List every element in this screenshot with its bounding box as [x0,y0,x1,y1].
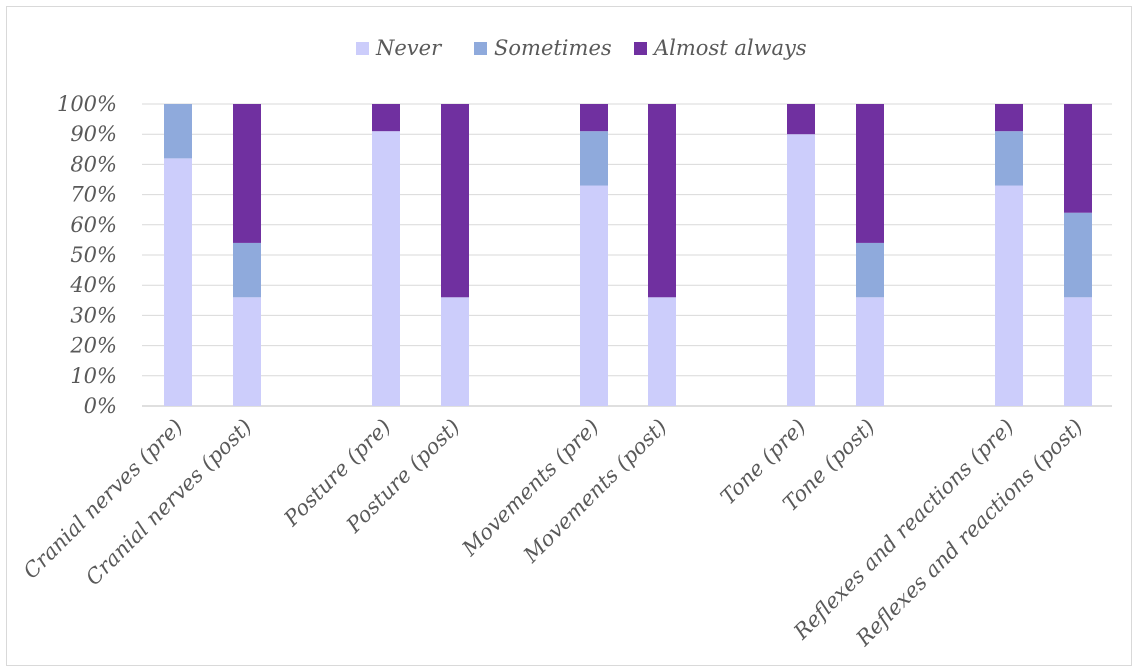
bar-segment-never [441,297,469,406]
bar-segment-almost-always [995,104,1023,132]
y-axis-tick-labels: 0% 10% 20% 30% 40% 50% 60% 70% 80% 90% 100% [57,92,117,418]
bar-segment-never [372,131,400,406]
bar-segment-never [856,297,884,406]
bar-segment-never [648,297,676,406]
bar-segment-sometimes [995,131,1023,186]
bar-segment-almost-always [1064,104,1092,213]
bar-segment-never [995,185,1023,406]
bar-segment-sometimes [233,242,261,298]
y-tick-label: 70% [70,183,117,207]
legend-label: Never [375,36,443,60]
bar-segment-almost-always [441,104,469,298]
legend-swatch [634,42,647,55]
gridlines [142,103,1112,407]
y-tick-label: 90% [70,122,117,146]
legend: Never Sometimes Almost always [356,36,807,60]
bars [164,104,1092,406]
bar-segment-sometimes [164,104,192,159]
bar-segment-almost-always [856,104,884,243]
x-axis-tick-labels: Cranial nerves (pre)Cranial nerves (post… [19,415,1088,652]
bar-segment-almost-always [233,104,261,243]
legend-label: Sometimes [494,36,612,60]
bar-segment-never [1064,297,1092,406]
bar-segment-never [787,134,815,406]
bar-segment-almost-always [648,104,676,298]
bar-segment-sometimes [1064,212,1092,298]
bar-segment-never [580,185,608,406]
y-tick-label: 0% [84,394,117,418]
bar-segment-sometimes [856,242,884,298]
legend-label: Almost always [652,36,807,60]
y-tick-label: 20% [69,334,117,358]
bar-segment-almost-always [787,104,815,135]
bar-segment-almost-always [580,104,608,132]
legend-swatch [356,42,369,55]
y-tick-label: 10% [70,364,117,388]
chart-frame [6,6,1132,666]
bar-segment-never [164,158,192,406]
y-tick-label: 60% [70,213,117,237]
y-tick-label: 50% [70,243,117,267]
y-tick-label: 100% [57,92,117,116]
y-tick-label: 80% [70,152,117,176]
bar-segment-almost-always [372,104,400,132]
y-tick-label: 40% [69,273,117,297]
bar-segment-never [233,297,261,406]
bar-segment-sometimes [580,131,608,186]
y-tick-label: 30% [70,303,117,327]
legend-swatch [474,42,487,55]
